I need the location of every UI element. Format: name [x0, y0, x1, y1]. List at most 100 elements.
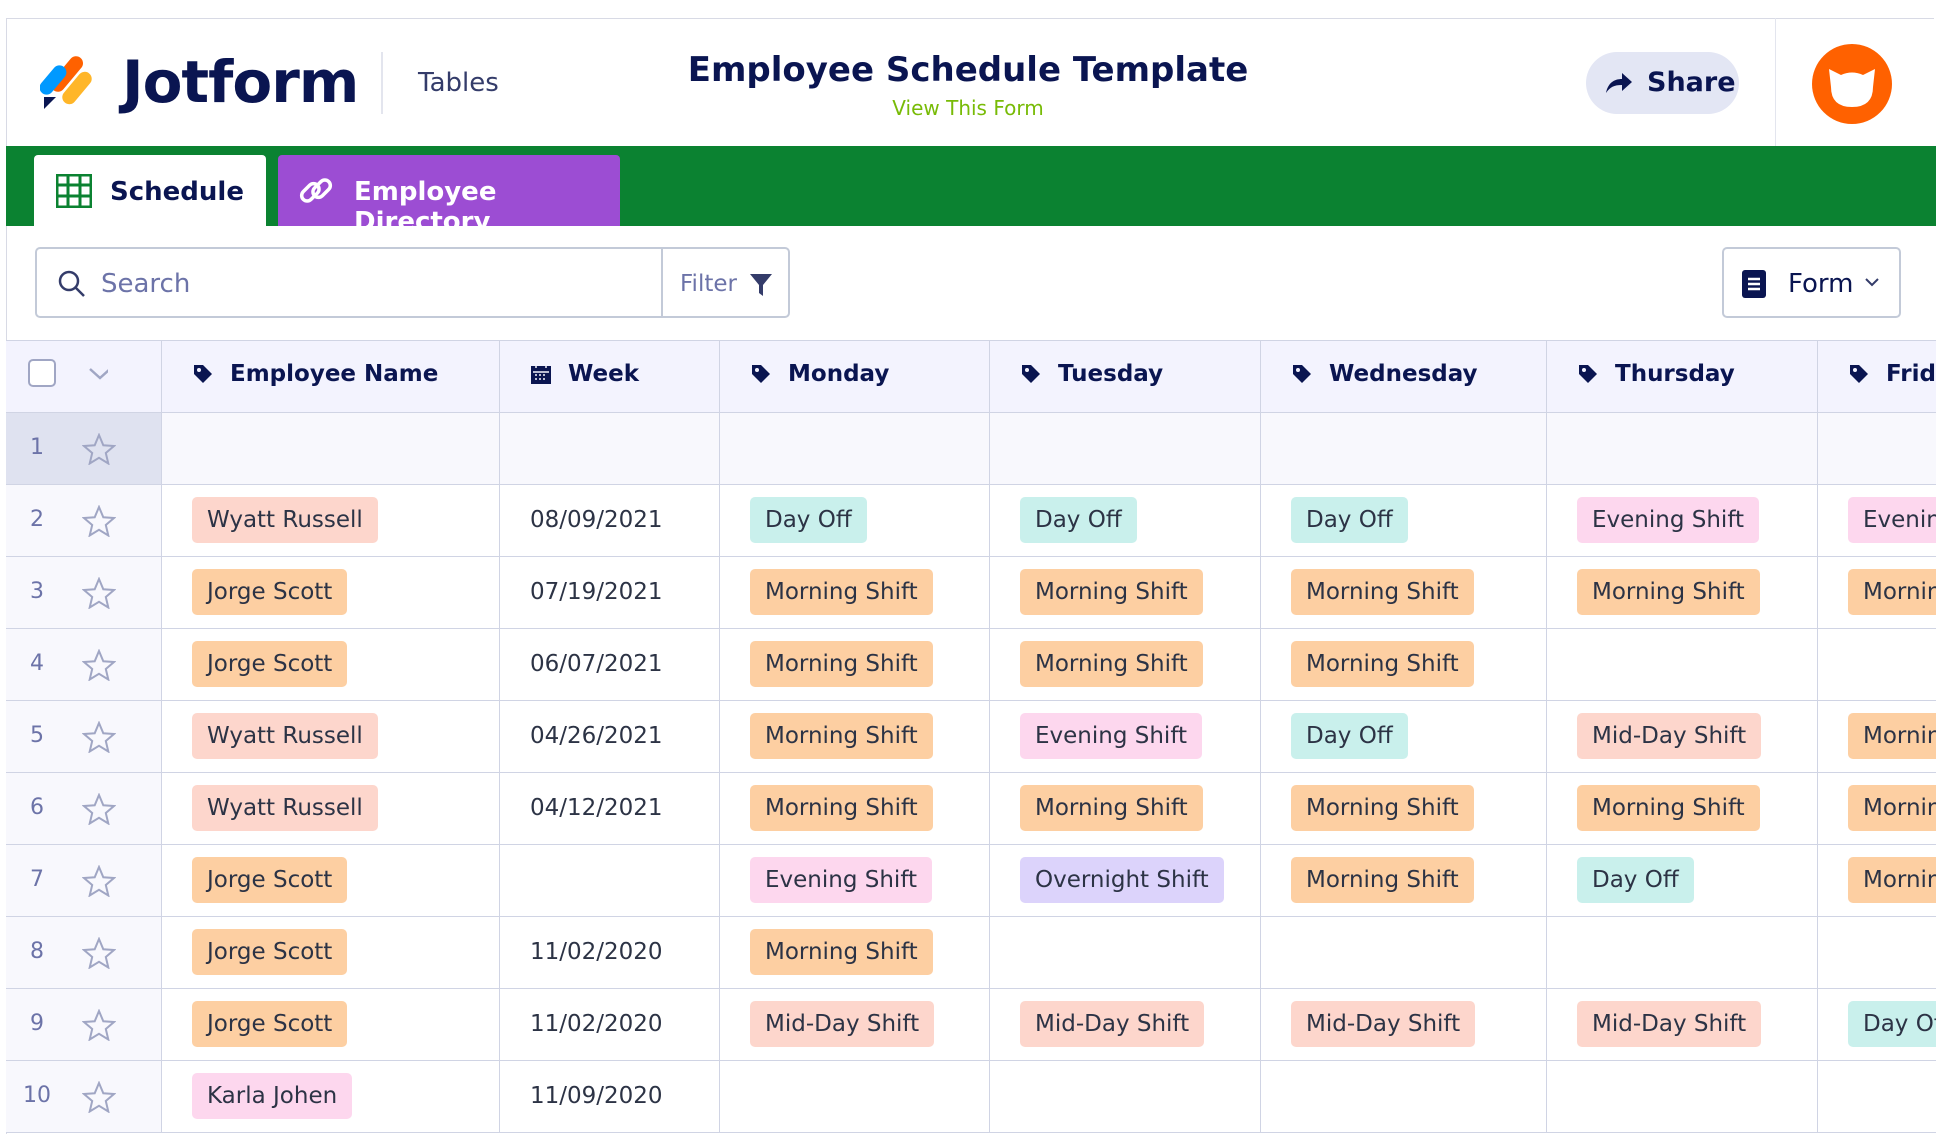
share-button[interactable]: Share [1586, 52, 1739, 114]
table-cell[interactable] [1261, 1061, 1547, 1133]
table-cell[interactable]: Evening Shift [990, 701, 1261, 773]
table-cell[interactable]: Morning Shift [1547, 557, 1818, 629]
table-cell[interactable]: Overnight Shift [990, 845, 1261, 917]
table-cell[interactable]: 11/09/2020 [500, 1061, 720, 1133]
star-button[interactable] [81, 1008, 117, 1045]
table-cell[interactable]: Morning Shift [1818, 773, 1936, 845]
table-cell[interactable]: Wyatt Russell [162, 773, 500, 845]
column-header[interactable]: Week [500, 341, 720, 413]
star-button[interactable] [81, 576, 117, 613]
table-cell[interactable]: Day Off [720, 485, 990, 557]
avatar[interactable] [1811, 43, 1893, 125]
table-cell[interactable]: Evening Shift [1818, 485, 1936, 557]
cell-text: 11/09/2020 [530, 1083, 663, 1109]
table-cell[interactable]: Morning Shift [1818, 701, 1936, 773]
table-cell[interactable] [1547, 1061, 1818, 1133]
table-cell[interactable]: Morning Shift [720, 701, 990, 773]
row-header: 6 [6, 773, 162, 845]
table-cell[interactable]: Morning Shift [1818, 557, 1936, 629]
column-header[interactable]: Employee Name [162, 341, 500, 413]
search-box[interactable]: Search Filter [35, 247, 790, 318]
table-cell[interactable]: Mid-Day Shift [1547, 701, 1818, 773]
table-cell[interactable]: 06/07/2021 [500, 629, 720, 701]
star-button[interactable] [81, 504, 117, 541]
table-cell[interactable]: Morning Shift [990, 557, 1261, 629]
table-cell[interactable] [1818, 1061, 1936, 1133]
divider [1775, 18, 1776, 146]
table-cell[interactable] [990, 413, 1261, 485]
view-form-link[interactable]: View This Form [892, 96, 1044, 120]
table-cell[interactable]: Morning Shift [1261, 629, 1547, 701]
tab-schedule[interactable]: Schedule [34, 155, 266, 226]
table-cell[interactable]: Mid-Day Shift [720, 989, 990, 1061]
table-cell[interactable]: Morning Shift [990, 773, 1261, 845]
table-cell[interactable]: Karla Johen [162, 1061, 500, 1133]
column-header[interactable]: Monday [720, 341, 990, 413]
table-cell[interactable] [720, 1061, 990, 1133]
table-cell[interactable] [720, 413, 990, 485]
table-cell[interactable]: Morning Shift [720, 917, 990, 989]
table-cell[interactable]: Morning Shift [1261, 773, 1547, 845]
filter-label[interactable]: Filter [680, 271, 737, 297]
table-cell[interactable]: 11/02/2020 [500, 989, 720, 1061]
table-cell[interactable]: 07/19/2021 [500, 557, 720, 629]
column-header[interactable]: Wednesday [1261, 341, 1547, 413]
row-header: 10 [6, 1061, 162, 1133]
tab-directory[interactable]: Employee Directory [278, 155, 620, 237]
table-cell[interactable] [1261, 917, 1547, 989]
star-button[interactable] [81, 648, 117, 685]
star-button[interactable] [81, 720, 117, 757]
table-cell[interactable] [1547, 413, 1818, 485]
star-button[interactable] [81, 936, 117, 973]
table-cell[interactable]: Jorge Scott [162, 845, 500, 917]
table-cell[interactable] [1818, 629, 1936, 701]
table-cell[interactable]: Morning Shift [990, 629, 1261, 701]
star-button[interactable] [81, 864, 117, 901]
table-cell[interactable]: Jorge Scott [162, 629, 500, 701]
table-cell[interactable]: Day Off [1261, 485, 1547, 557]
column-header[interactable]: Thursday [1547, 341, 1818, 413]
table-cell[interactable]: Evening Shift [720, 845, 990, 917]
table-cell[interactable]: Jorge Scott [162, 917, 500, 989]
table-cell[interactable] [1818, 413, 1936, 485]
table-cell[interactable]: Mid-Day Shift [1547, 989, 1818, 1061]
table-cell[interactable] [1818, 917, 1936, 989]
table-cell[interactable] [990, 917, 1261, 989]
table-cell[interactable]: 11/02/2020 [500, 917, 720, 989]
table-cell[interactable] [1547, 917, 1818, 989]
star-button[interactable] [81, 432, 117, 469]
star-button[interactable] [81, 1080, 117, 1117]
table-cell[interactable] [162, 413, 500, 485]
table-cell[interactable]: Morning Shift [1818, 845, 1936, 917]
table-cell[interactable]: Day Off [1547, 845, 1818, 917]
link-icon [299, 178, 333, 203]
table-cell[interactable]: 04/26/2021 [500, 701, 720, 773]
table-cell[interactable]: Day Off [1261, 701, 1547, 773]
table-cell[interactable]: 08/09/2021 [500, 485, 720, 557]
table-cell[interactable]: Evening Shift [1547, 485, 1818, 557]
table-cell[interactable] [990, 1061, 1261, 1133]
table-cell[interactable]: Morning Shift [720, 629, 990, 701]
table-cell[interactable]: Wyatt Russell [162, 701, 500, 773]
table-cell[interactable]: Morning Shift [720, 557, 990, 629]
table-cell[interactable]: Mid-Day Shift [1261, 989, 1547, 1061]
table-cell[interactable] [500, 413, 720, 485]
star-button[interactable] [81, 792, 117, 829]
column-header[interactable]: Friday [1818, 341, 1936, 413]
table-cell[interactable]: 04/12/2021 [500, 773, 720, 845]
table-cell[interactable]: Morning Shift [1261, 845, 1547, 917]
table-cell[interactable]: Jorge Scott [162, 557, 500, 629]
table-cell[interactable]: Wyatt Russell [162, 485, 500, 557]
table-cell[interactable]: Day Off [1818, 989, 1936, 1061]
table-cell[interactable]: Morning Shift [1547, 773, 1818, 845]
table-cell[interactable]: Morning Shift [720, 773, 990, 845]
table-cell[interactable] [1547, 629, 1818, 701]
table-cell[interactable] [500, 845, 720, 917]
table-cell[interactable] [1261, 413, 1547, 485]
table-cell[interactable]: Mid-Day Shift [990, 989, 1261, 1061]
column-header[interactable]: Tuesday [990, 341, 1261, 413]
form-button[interactable]: Form [1722, 247, 1901, 318]
table-cell[interactable]: Morning Shift [1261, 557, 1547, 629]
table-cell[interactable]: Day Off [990, 485, 1261, 557]
table-cell[interactable]: Jorge Scott [162, 989, 500, 1061]
